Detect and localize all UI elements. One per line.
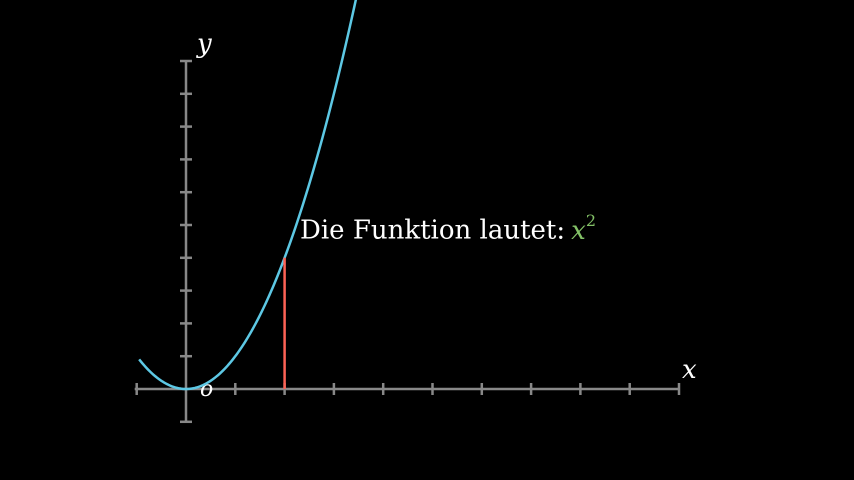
formula-base: x	[571, 215, 586, 246]
axes: x y o	[134, 29, 697, 424]
origin-label: o	[200, 377, 213, 402]
formula: x2	[571, 213, 596, 246]
function-annotation: Die Funktion lautet: x2	[300, 213, 596, 246]
x-axis-label: x	[682, 355, 697, 385]
annotation-text: Die Funktion lautet:	[300, 215, 566, 246]
parabola-curve	[138, 0, 358, 391]
y-axis-label: y	[196, 29, 212, 59]
y-axis-ticks	[180, 59, 192, 424]
formula-exponent: 2	[585, 211, 596, 230]
